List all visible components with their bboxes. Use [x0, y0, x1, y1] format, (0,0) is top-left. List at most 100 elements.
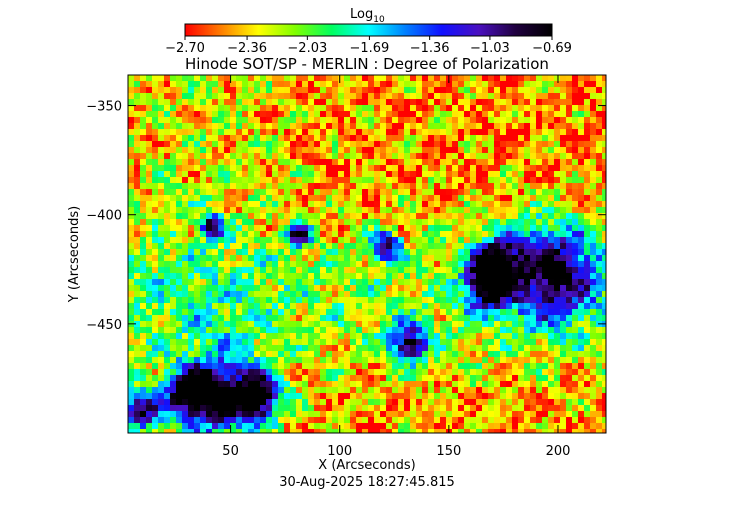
heatmap-cell: [362, 153, 368, 159]
heatmap-cell: [278, 135, 284, 141]
heatmap-cell: [182, 303, 188, 309]
heatmap-cell: [470, 303, 476, 309]
heatmap-cell: [530, 207, 536, 213]
heatmap-cell: [488, 369, 494, 375]
heatmap-cell: [380, 219, 386, 225]
heatmap-cell: [266, 105, 272, 111]
heatmap-cell: [548, 429, 554, 433]
heatmap-cell: [536, 93, 542, 99]
heatmap-cell: [440, 195, 446, 201]
heatmap-cell: [230, 213, 236, 219]
heatmap-cell: [518, 189, 524, 195]
heatmap-cell: [140, 141, 146, 147]
heatmap-cell: [296, 345, 302, 351]
heatmap-cell: [440, 387, 446, 393]
heatmap-cell: [584, 399, 590, 405]
heatmap-cell: [374, 351, 380, 357]
heatmap-cell: [344, 393, 350, 399]
heatmap-cell: [440, 393, 446, 399]
heatmap-cell: [476, 81, 482, 87]
heatmap-cell: [242, 135, 248, 141]
heatmap-cell: [524, 147, 530, 153]
heatmap-cell: [392, 417, 398, 423]
heatmap-cell: [440, 123, 446, 129]
heatmap-cell: [482, 75, 488, 81]
heatmap-cell: [524, 321, 530, 327]
heatmap-cell: [320, 261, 326, 267]
heatmap-cell: [494, 297, 500, 303]
y-tick-label: −450: [86, 318, 122, 333]
heatmap-cell: [212, 333, 218, 339]
heatmap-cell: [428, 375, 434, 381]
heatmap-cell: [596, 333, 602, 339]
heatmap-cell: [602, 147, 606, 153]
heatmap-cell: [392, 369, 398, 375]
heatmap-cell: [152, 417, 158, 423]
heatmap-cell: [560, 399, 566, 405]
heatmap-cell: [542, 159, 548, 165]
heatmap-cell: [224, 105, 230, 111]
heatmap-cell: [584, 105, 590, 111]
heatmap-cell: [452, 327, 458, 333]
heatmap-cell: [590, 387, 596, 393]
heatmap-cell: [446, 357, 452, 363]
heatmap-cell: [596, 171, 602, 177]
heatmap-cell: [134, 111, 140, 117]
heatmap-cell: [434, 363, 440, 369]
heatmap-cell: [206, 87, 212, 93]
heatmap-cell: [242, 333, 248, 339]
heatmap-cell: [572, 351, 578, 357]
heatmap-cell: [500, 237, 506, 243]
heatmap-cell: [416, 363, 422, 369]
heatmap-cell: [326, 333, 332, 339]
heatmap-cell: [230, 135, 236, 141]
heatmap-cell: [386, 123, 392, 129]
heatmap-cell: [344, 147, 350, 153]
heatmap-cell: [218, 375, 224, 381]
heatmap-cell: [272, 171, 278, 177]
heatmap-cell: [290, 327, 296, 333]
heatmap-cell: [542, 429, 548, 433]
heatmap-cell: [446, 333, 452, 339]
heatmap-cell: [278, 255, 284, 261]
heatmap-cell: [278, 303, 284, 309]
heatmap-cell: [152, 81, 158, 87]
heatmap-cell: [572, 207, 578, 213]
heatmap-cell: [362, 213, 368, 219]
heatmap-cell: [542, 129, 548, 135]
heatmap-cell: [362, 255, 368, 261]
heatmap-cell: [350, 285, 356, 291]
heatmap-cell: [278, 363, 284, 369]
heatmap-cell: [548, 255, 554, 261]
heatmap-cell: [152, 369, 158, 375]
heatmap-cell: [434, 291, 440, 297]
heatmap-cell: [602, 351, 606, 357]
heatmap-cell: [314, 273, 320, 279]
heatmap-cell: [488, 399, 494, 405]
heatmap-cell: [488, 147, 494, 153]
heatmap-cell: [422, 411, 428, 417]
heatmap-cell: [338, 231, 344, 237]
heatmap-cell: [254, 225, 260, 231]
heatmap-cell: [434, 303, 440, 309]
heatmap-cell: [488, 105, 494, 111]
heatmap-cell: [308, 321, 314, 327]
heatmap-cell: [446, 195, 452, 201]
heatmap-cell: [176, 231, 182, 237]
heatmap-cell: [302, 255, 308, 261]
heatmap-cell: [482, 201, 488, 207]
heatmap-cell: [152, 285, 158, 291]
heatmap-cell: [344, 429, 350, 433]
heatmap-cell: [566, 117, 572, 123]
heatmap-cell: [368, 117, 374, 123]
heatmap-cell: [134, 171, 140, 177]
heatmap-cell: [602, 105, 606, 111]
heatmap-cell: [572, 255, 578, 261]
heatmap-cell: [554, 93, 560, 99]
heatmap-cell: [596, 159, 602, 165]
heatmap-cell: [338, 171, 344, 177]
heatmap-cell: [512, 261, 518, 267]
heatmap-cell: [212, 417, 218, 423]
heatmap-cell: [578, 237, 584, 243]
